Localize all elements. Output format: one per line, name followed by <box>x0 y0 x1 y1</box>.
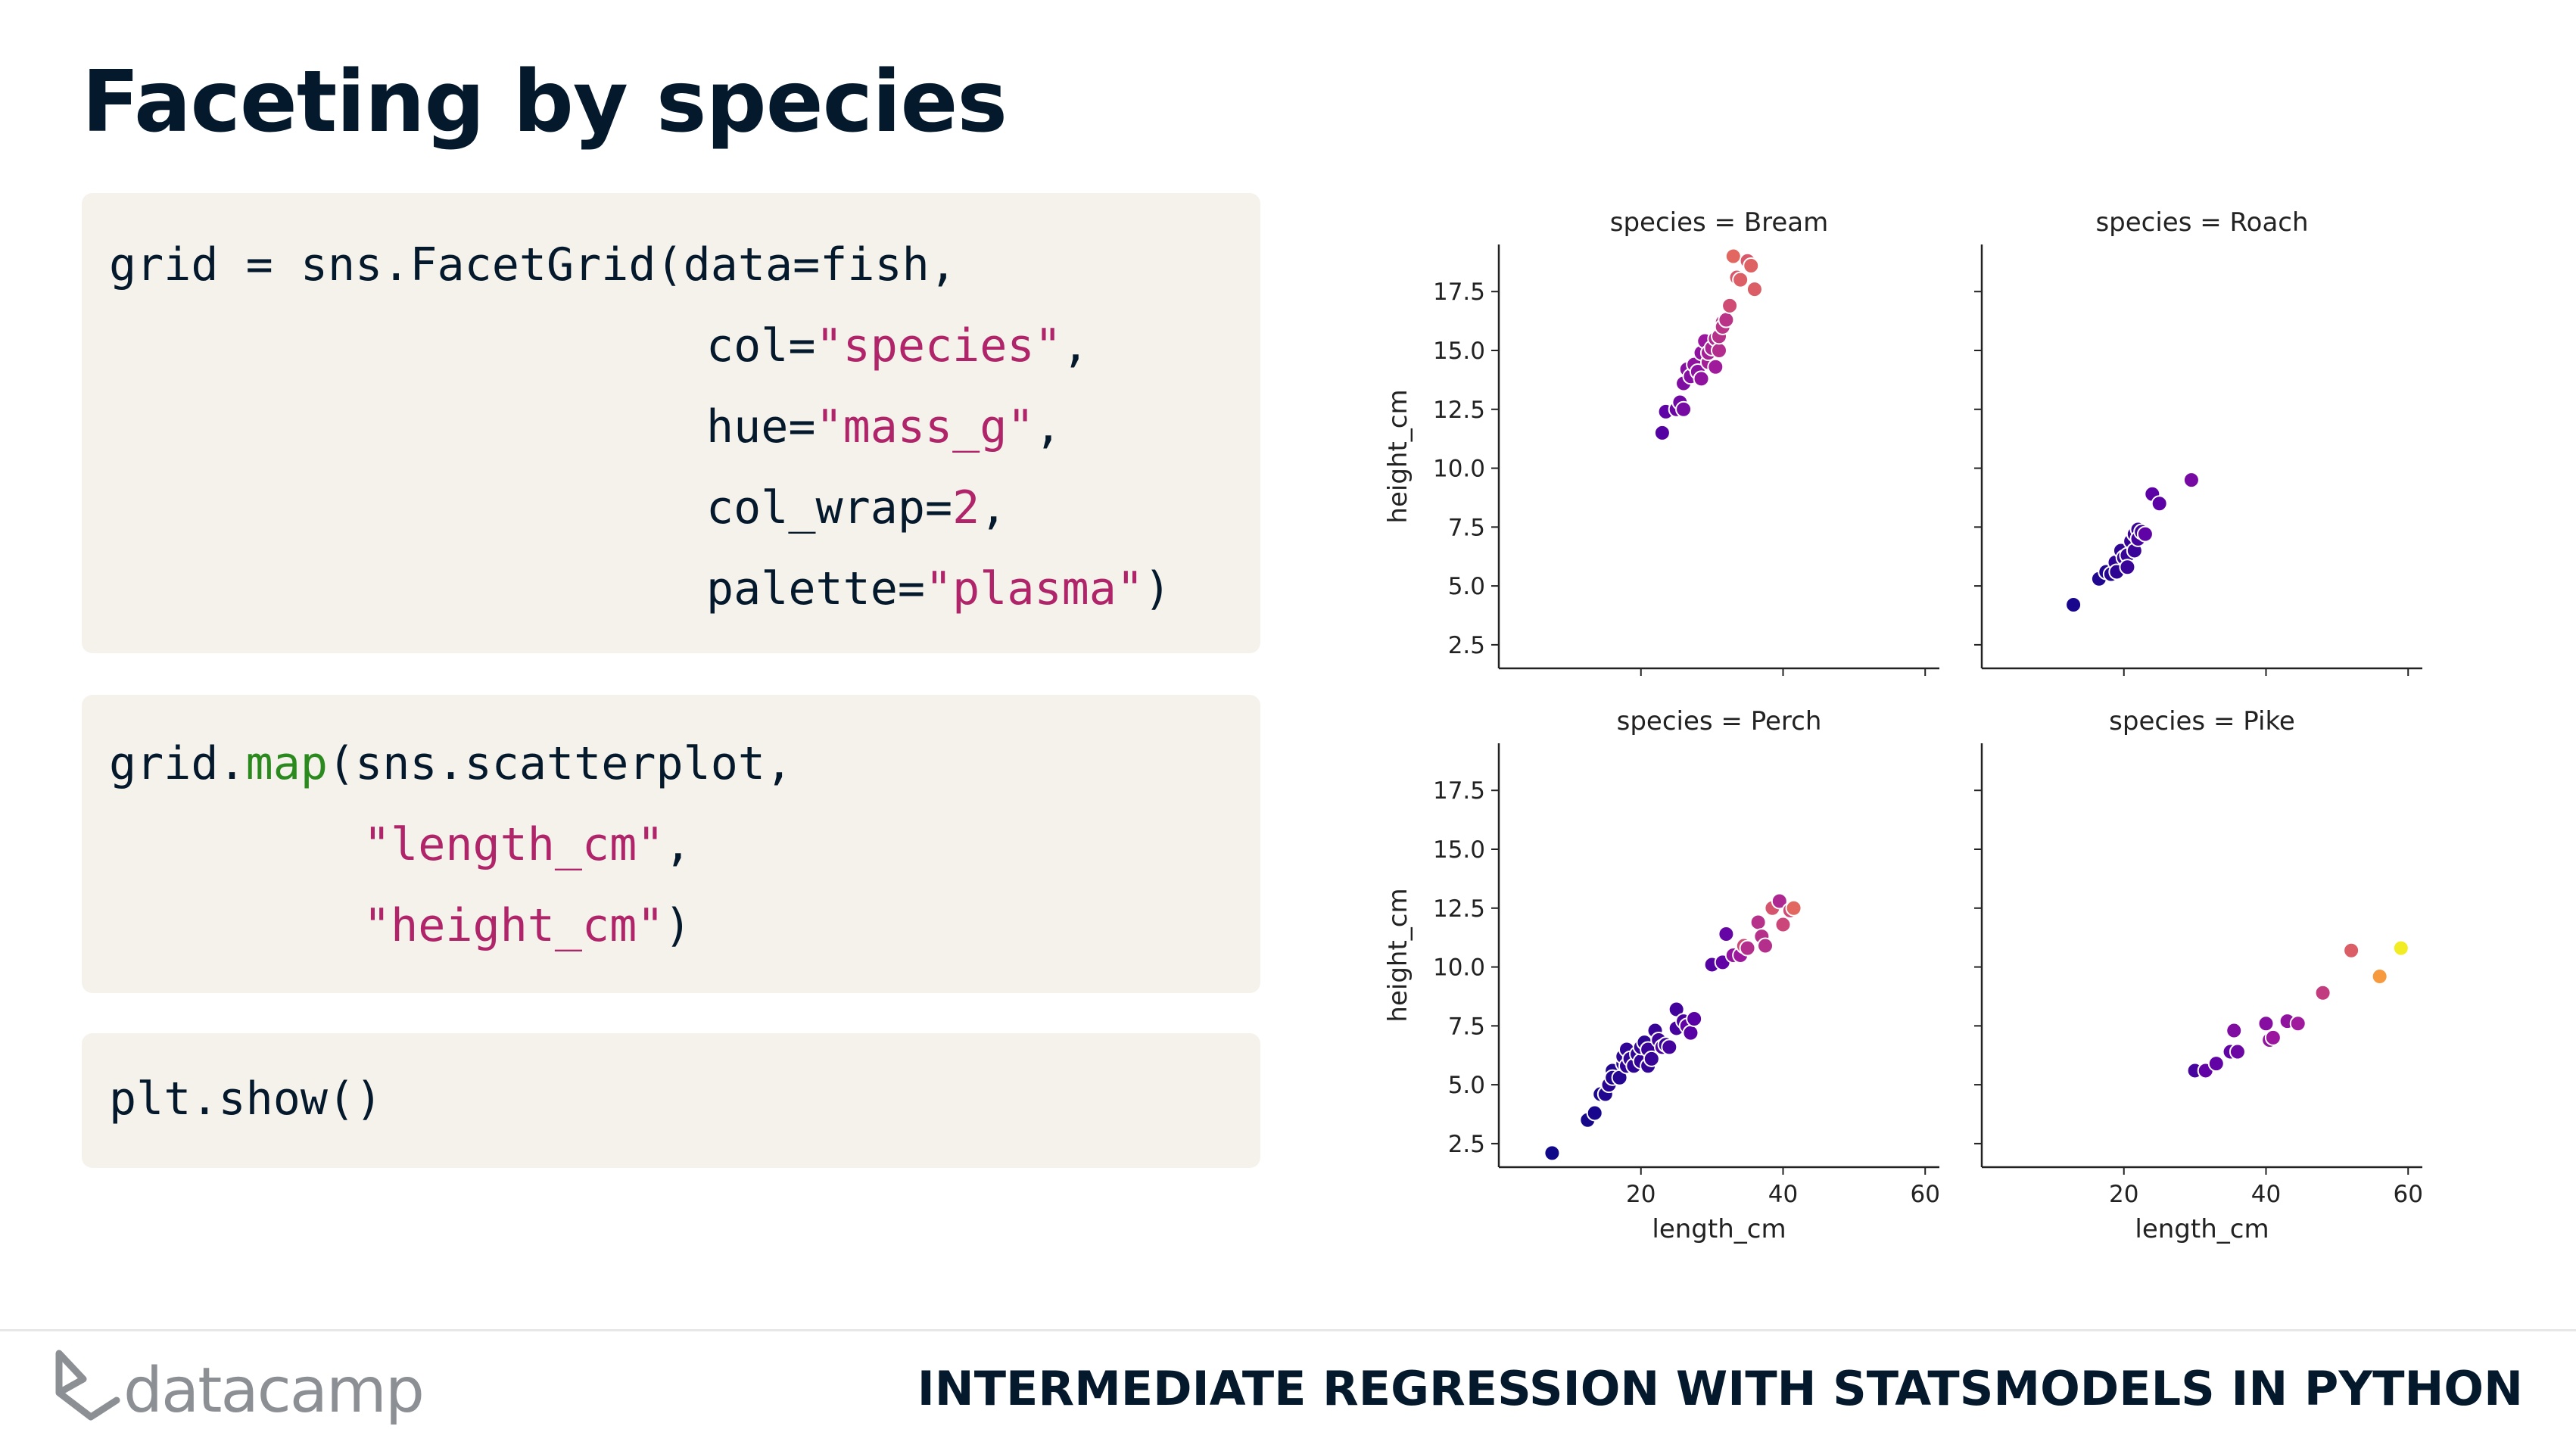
scatter-point <box>2182 472 2200 489</box>
scatter-point <box>1711 342 1727 359</box>
scatter-point <box>1721 297 1739 314</box>
scatter-point <box>2151 495 2168 512</box>
y-tick-label: 17.5 <box>1433 279 1485 306</box>
scatter-point <box>1749 914 1767 931</box>
scatter-point <box>2264 1029 2282 1046</box>
panel-title: species = Roach <box>2095 207 2308 238</box>
scatter-point <box>2136 525 2154 543</box>
scatter-point <box>1732 271 1749 288</box>
y-tick-label: 5.0 <box>1448 1072 1485 1099</box>
y-tick-label: 17.5 <box>1433 777 1485 805</box>
scatter-point <box>1653 424 1671 441</box>
code-line: "length_cm", <box>363 818 692 871</box>
scatter-point <box>2207 1055 2225 1073</box>
scatter-point <box>2257 1015 2275 1032</box>
y-tick-label: 15.0 <box>1433 836 1485 864</box>
scatter-point <box>1675 400 1693 418</box>
y-tick-label: 12.5 <box>1433 895 1485 923</box>
y-axis-label: height_cm <box>1383 389 1413 523</box>
course-title: INTERMEDIATE REGRESSION WITH STATSMODELS… <box>917 1361 2523 1416</box>
y-tick-label: 2.5 <box>1448 632 1485 659</box>
code-line: "height_cm") <box>363 899 692 952</box>
x-axis-label: length_cm <box>1652 1214 1786 1244</box>
slide-title: Faceting by species <box>82 53 1008 151</box>
scatter-point <box>1707 358 1724 375</box>
code-line: col="species", <box>706 319 1089 372</box>
scatter-point <box>2392 939 2409 957</box>
y-tick-label: 5.0 <box>1448 573 1485 600</box>
y-tick-label: 7.5 <box>1448 514 1485 541</box>
datacamp-logo-icon <box>55 1350 120 1421</box>
x-tick-label: 60 <box>1910 1181 1939 1208</box>
code-line: hue="mass_g", <box>706 400 1062 453</box>
panel-title: species = Bream <box>1610 207 1829 238</box>
footer-brand: datacamp <box>123 1355 425 1427</box>
x-tick-label: 20 <box>1626 1181 1656 1208</box>
scatter-point <box>1686 1010 1703 1027</box>
code-line: plt.show() <box>109 1073 383 1126</box>
x-axis-label: length_cm <box>2135 1214 2269 1244</box>
x-tick-label: 40 <box>2251 1181 2281 1208</box>
scatter-point <box>1724 248 1742 265</box>
y-tick-label: 10.0 <box>1433 456 1485 483</box>
code-line: grid = sns.FacetGrid(data=fish, <box>109 238 957 291</box>
scatter-point <box>1661 1038 1678 1056</box>
scatter-point <box>1643 1050 1660 1067</box>
code-line: grid.map(sns.scatterplot, <box>109 737 793 790</box>
x-tick-label: 40 <box>1768 1181 1798 1208</box>
scatter-point <box>1718 311 1735 328</box>
y-tick-label: 2.5 <box>1448 1131 1485 1158</box>
scatter-point <box>1739 939 1756 957</box>
x-tick-label: 20 <box>2109 1181 2138 1208</box>
code-block-show: plt.show() <box>82 1033 1260 1168</box>
y-tick-label: 12.5 <box>1433 397 1485 424</box>
scatter-point <box>2289 1015 2307 1032</box>
scatter-point <box>1785 899 1802 917</box>
scatter-point <box>1771 892 1788 910</box>
scatter-point <box>2119 559 2136 576</box>
scatter-point <box>2065 596 2082 613</box>
scatter-point <box>1693 370 1710 388</box>
y-tick-label: 15.0 <box>1433 338 1485 365</box>
footer-divider <box>0 1329 2576 1331</box>
scatter-point <box>1682 1024 1699 1042</box>
scatter-point <box>2371 968 2388 985</box>
scatter-point <box>1757 937 1774 954</box>
scatter-point <box>1718 926 1735 942</box>
scatter-point <box>2229 1043 2246 1060</box>
scatter-point <box>2314 984 2331 1001</box>
code-block-map: grid.map(sns.scatterplot, "length_cm", "… <box>82 695 1260 993</box>
facet-grid-chart: species = Bream 2.5 5.0 7.5 10.0 12.5 15.0 17.5… <box>1383 207 2423 1244</box>
scatter-point <box>1743 257 1760 274</box>
x-tick-label: 60 <box>2393 1181 2422 1208</box>
scatter-point <box>1774 916 1792 933</box>
scatter-point <box>1746 281 1763 298</box>
scatter-point <box>1586 1104 1603 1122</box>
y-axis-label: height_cm <box>1383 888 1413 1022</box>
scatter-point <box>2226 1022 2243 1039</box>
code-block-facetgrid: grid = sns.FacetGrid(data=fish, col="spe… <box>82 193 1260 653</box>
code-line: palette="plasma") <box>706 562 1172 615</box>
scatter-point <box>1543 1144 1561 1162</box>
code-line: col_wrap=2, <box>706 481 1008 534</box>
panel-title: species = Pike <box>2109 706 2295 736</box>
y-tick-label: 10.0 <box>1433 954 1485 982</box>
scatter-point <box>2343 942 2360 959</box>
panel-title: species = Perch <box>1617 706 1822 736</box>
y-tick-label: 7.5 <box>1448 1013 1485 1040</box>
